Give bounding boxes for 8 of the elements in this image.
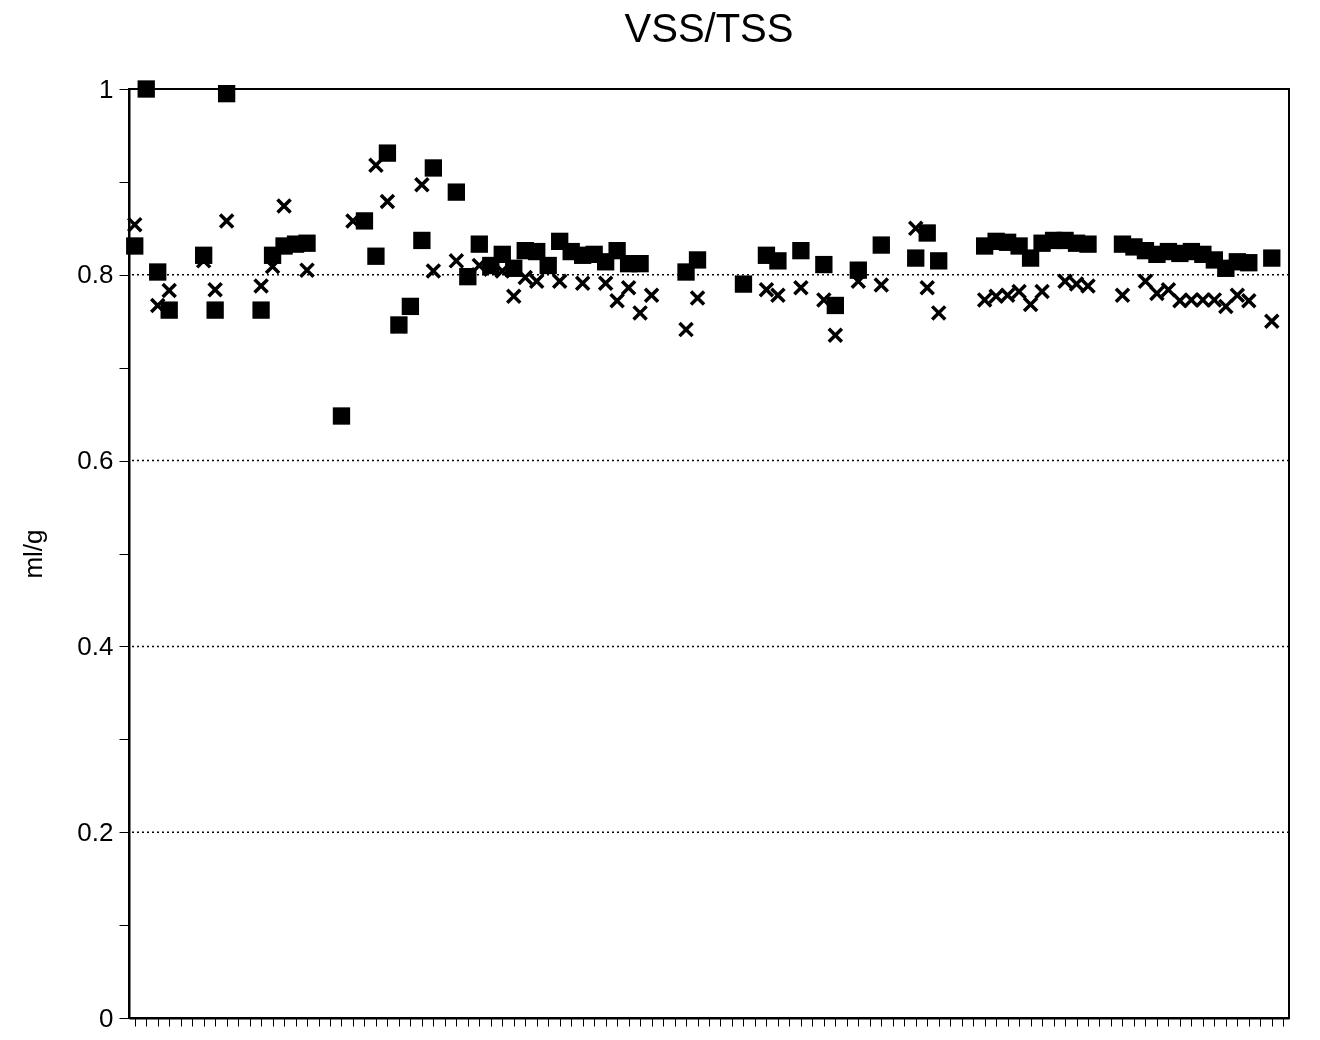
y-tick-label: 0	[99, 1002, 114, 1033]
y-tick-label: 0.6	[77, 445, 114, 476]
y-tick-label: 0.8	[77, 259, 114, 290]
y-axis-title: ml/g	[18, 529, 49, 579]
chart-title: VSS/TSS	[624, 6, 794, 50]
y-tick-label: 0.4	[77, 630, 114, 661]
y-tick-label: 1	[99, 73, 114, 104]
y-tick-label: 0.2	[77, 816, 114, 847]
